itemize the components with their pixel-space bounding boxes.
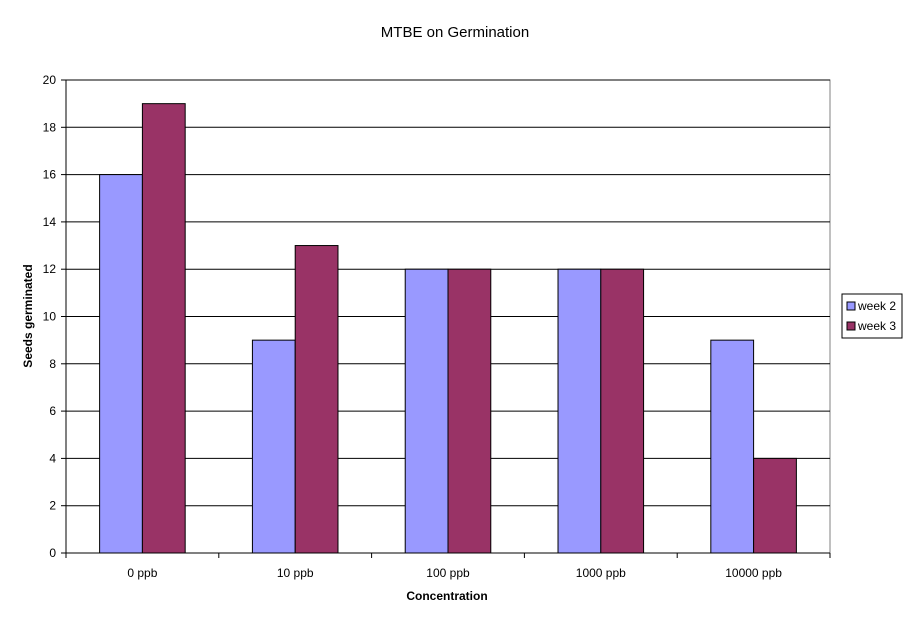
legend-label-1: week 3 [857,319,896,333]
y-tick-label: 0 [49,546,56,560]
bar-week-3-4 [753,457,797,554]
x-axis-title: Concentration [406,589,487,603]
legend: week 2 week 3 [841,293,903,339]
y-tick-label: 6 [49,404,56,418]
y-tick-label: 10 [43,310,57,324]
y-tick-label: 14 [43,215,57,229]
chart-title: MTBE on Germination [381,24,529,41]
plot-area: 0 2 4 6 8 10 12 14 16 18 20 0 ppb 10 ppb 100 ppb 1000 … [43,73,831,580]
legend-label-0: week 2 [857,299,896,313]
x-tick-label: 0 ppb [127,566,157,580]
legend-swatch-0 [846,301,856,311]
y-tick-label: 4 [49,451,56,465]
y-tick-label: 12 [43,262,57,276]
x-tick-label: 10 ppb [277,566,314,580]
bar-week-2-0 [99,174,143,554]
y-tick-label: 16 [43,168,57,182]
x-tick-label: 100 ppb [426,566,470,580]
legend-swatch-1 [846,321,856,331]
bar-week-2-4 [710,339,755,554]
y-tick-label: 20 [43,73,57,87]
y-tick-label: 8 [49,357,56,371]
legend-box [841,293,903,339]
x-tick-label: 10000 ppb [725,566,782,580]
bar-week-3-0 [141,103,186,554]
bar-week-3-2 [447,268,492,554]
x-tick-label: 1000 ppb [576,566,626,580]
bar-week-2-1 [251,339,296,554]
y-tick-label: 2 [49,499,56,513]
bar-week-2-3 [557,268,602,554]
bar-week-3-3 [600,268,645,554]
y-tick-label: 18 [43,120,57,134]
bar-week-3-1 [294,245,339,554]
y-axis-title: Seeds germinated [21,264,35,367]
bar-week-2-2 [404,268,449,554]
